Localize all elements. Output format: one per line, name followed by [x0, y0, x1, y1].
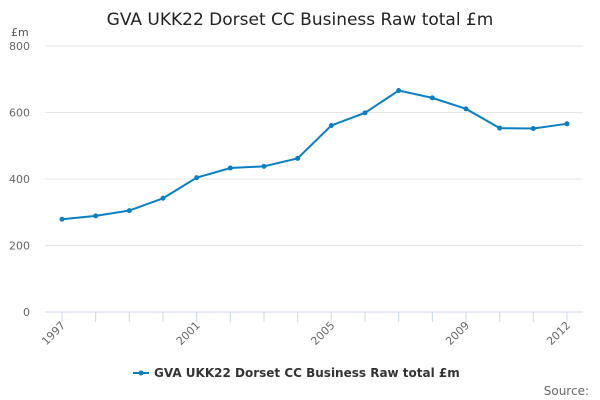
data-point[interactable]: [463, 106, 469, 112]
data-point[interactable]: [564, 121, 570, 127]
source-label: Source:: [544, 384, 589, 398]
legend-marker: [138, 370, 144, 376]
data-point[interactable]: [194, 175, 200, 181]
data-point[interactable]: [429, 95, 435, 101]
x-tick-label: 1997: [39, 319, 68, 348]
y-axis-label: £m: [11, 26, 29, 39]
y-tick-label: 400: [9, 173, 30, 186]
data-point[interactable]: [295, 155, 301, 161]
data-point[interactable]: [227, 165, 233, 171]
legend[interactable]: GVA UKK22 Dorset CC Business Raw total £…: [133, 366, 460, 380]
data-point[interactable]: [497, 125, 503, 131]
x-tick-label: 2009: [443, 319, 472, 348]
data-point[interactable]: [126, 208, 132, 214]
y-tick-label: 200: [9, 240, 30, 253]
y-tick-label: 600: [9, 107, 30, 120]
series-line: [61, 89, 568, 221]
data-point[interactable]: [261, 163, 267, 169]
data-point[interactable]: [93, 213, 99, 219]
data-point[interactable]: [530, 125, 536, 131]
data-point[interactable]: [328, 122, 334, 128]
data-point[interactable]: [396, 88, 402, 94]
x-tick-label: 2012: [544, 319, 573, 348]
y-tick-label: 800: [9, 40, 30, 53]
data-point[interactable]: [59, 216, 65, 222]
legend-label[interactable]: GVA UKK22 Dorset CC Business Raw total £…: [154, 366, 460, 380]
x-tick-label: 2001: [174, 319, 203, 348]
x-tick-label: 2005: [308, 319, 337, 348]
data-point[interactable]: [160, 195, 166, 201]
y-tick-label: 0: [23, 306, 30, 319]
data-point[interactable]: [362, 110, 368, 116]
chart-title: GVA UKK22 Dorset CC Business Raw total £…: [107, 10, 494, 30]
